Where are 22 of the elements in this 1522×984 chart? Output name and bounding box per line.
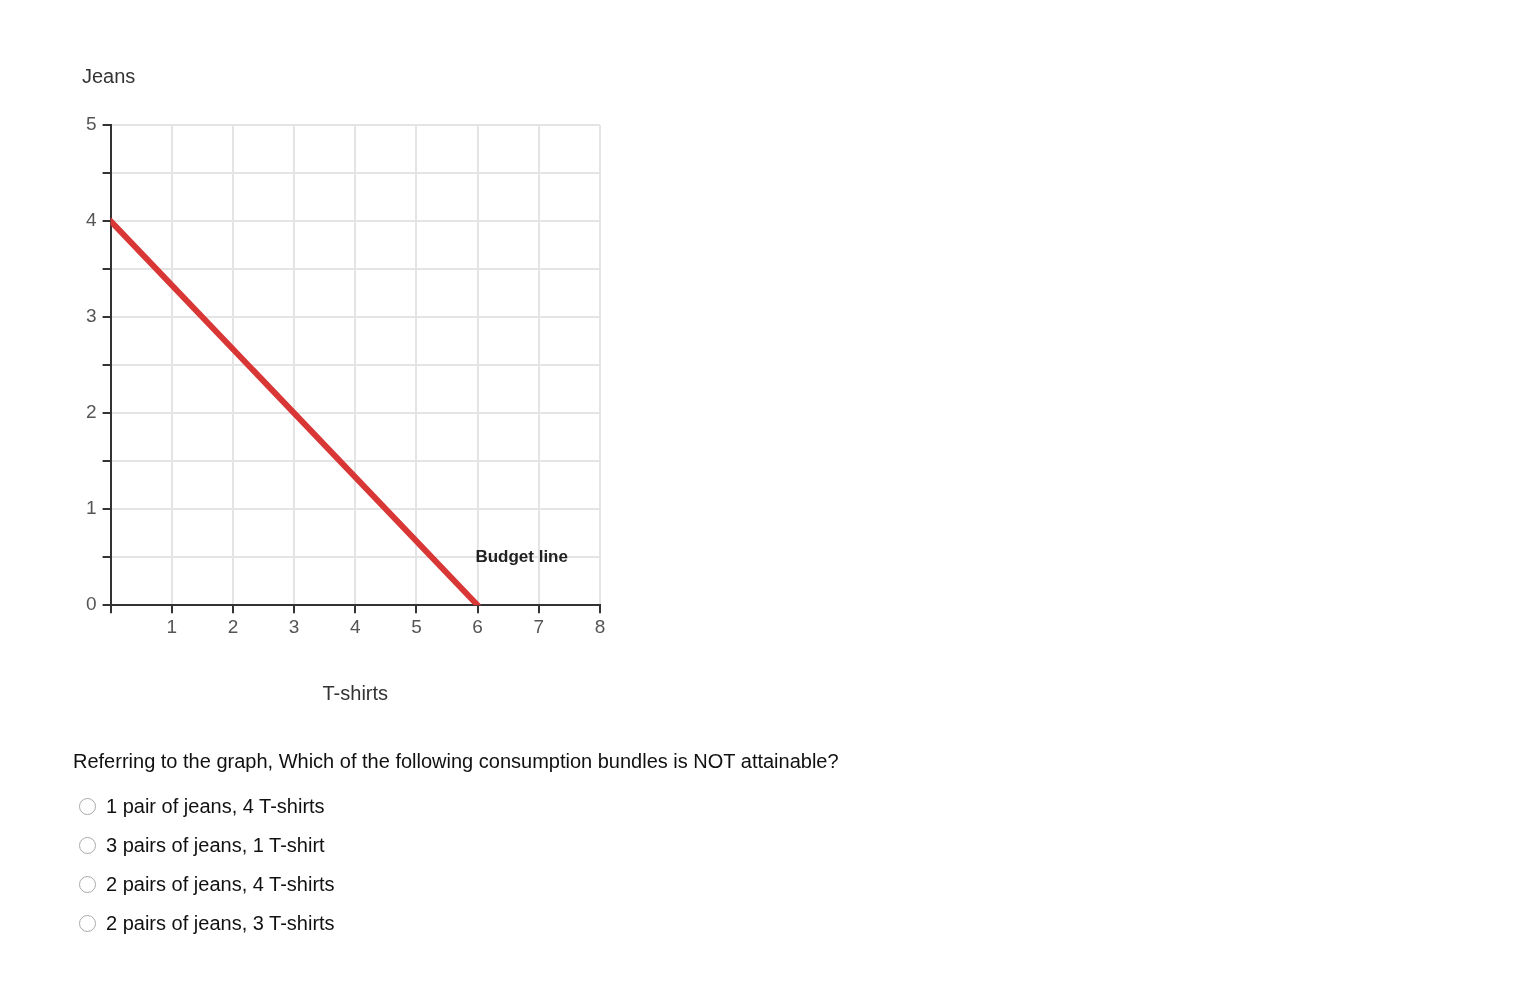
x-tick-label: 4: [349, 615, 361, 637]
x-tick-label: 3: [288, 615, 300, 637]
y-axis-title: Jeans: [81, 64, 136, 87]
text: 1 pair of jeans, 4 T-shirts: [106, 795, 325, 818]
x-tick-label: 2: [227, 615, 239, 637]
y-tick-label: 4: [85, 209, 97, 231]
x-axis-title: T-shirts: [322, 681, 389, 704]
y-tick-label: 0: [85, 593, 97, 615]
annotation: Budget line: [475, 546, 568, 566]
x-tick-label: 1: [166, 615, 178, 637]
text: 2 pairs of jeans, 3 T-shirts: [106, 912, 335, 935]
x-tick-label: 6: [472, 615, 483, 637]
y-tick-label: 3: [85, 305, 97, 327]
text: 2 pairs of jeans, 4 T-shirts: [106, 873, 335, 896]
text: 3 pairs of jeans, 1 T-shirt: [106, 834, 325, 857]
y-tick-label: 1: [85, 497, 97, 519]
y-tick-label: 2: [85, 401, 97, 423]
x-tick-label: 7: [533, 615, 545, 637]
x-tick-label: 8: [594, 615, 606, 637]
x-tick-label: 5: [411, 615, 422, 637]
y-tick-label: 5: [85, 113, 97, 135]
text: Referring to the graph, Which of the following consumption bundles is NOT attainable?: [73, 750, 839, 773]
